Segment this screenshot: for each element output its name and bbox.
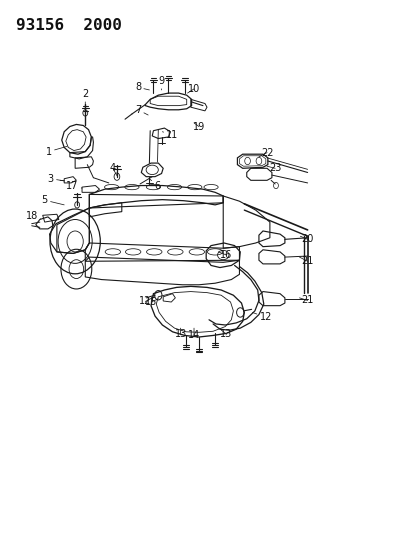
Text: 4: 4 [109, 163, 116, 175]
Text: 16: 16 [218, 250, 232, 260]
Text: 21: 21 [299, 256, 313, 266]
Text: 93156  2000: 93156 2000 [16, 19, 122, 34]
Text: 3: 3 [47, 174, 64, 184]
Text: 2: 2 [82, 89, 88, 110]
Text: 18: 18 [26, 211, 40, 221]
Text: 9: 9 [158, 76, 164, 90]
Text: 8: 8 [135, 82, 149, 92]
Text: 23: 23 [266, 163, 281, 173]
Text: 20: 20 [299, 235, 313, 244]
Text: 19: 19 [192, 122, 204, 132]
Text: 11: 11 [162, 130, 178, 140]
Text: 12: 12 [139, 296, 154, 306]
Text: 1: 1 [45, 147, 67, 157]
Text: 17: 17 [66, 181, 82, 190]
Text: 13: 13 [218, 328, 232, 340]
Text: 10: 10 [187, 84, 199, 94]
Text: 15: 15 [145, 297, 158, 307]
Text: 7: 7 [135, 105, 148, 115]
Text: 13: 13 [174, 328, 186, 340]
Text: 12: 12 [252, 312, 271, 322]
Text: 21: 21 [299, 295, 313, 305]
Text: 14: 14 [188, 328, 199, 341]
Text: 5: 5 [41, 195, 64, 205]
Text: 6: 6 [149, 179, 160, 190]
Text: 22: 22 [258, 148, 273, 158]
